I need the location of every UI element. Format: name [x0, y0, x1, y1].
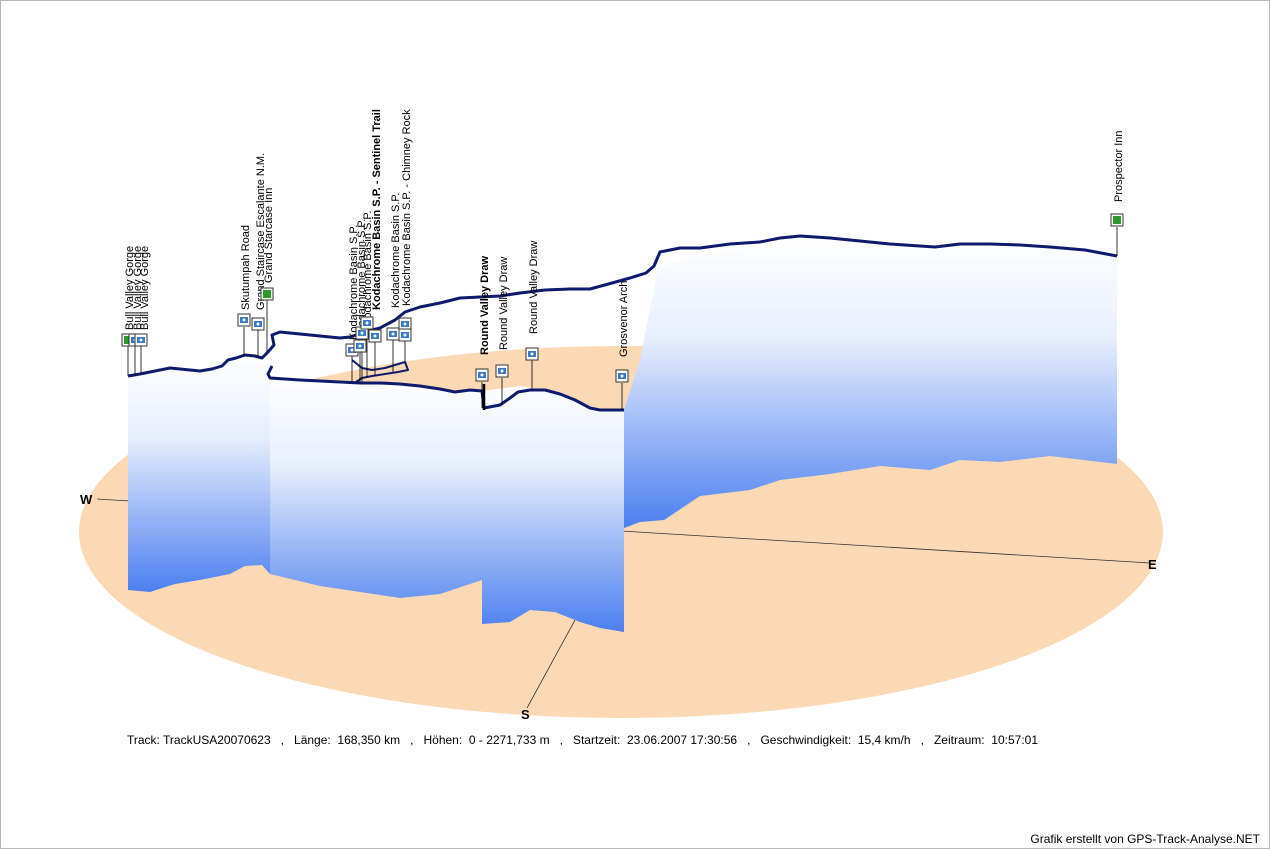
waypoint-label: Kodachrome Basin S.P. [356, 219, 368, 334]
separator: , [410, 733, 414, 747]
length-value: 168,350 km [337, 733, 401, 747]
camera-icon [615, 369, 629, 383]
period-value: 10:57:01 [991, 733, 1039, 747]
camera-icon [360, 316, 374, 330]
height-label: Höhen: [423, 733, 463, 747]
waypoint-label: Grosvenor Arch [618, 281, 630, 357]
track-info-line: Track: TrackUSA20070623 , Länge: 168,350… [127, 733, 1038, 747]
flag-icon [1110, 213, 1124, 227]
start-label: Startzeit: [572, 733, 621, 747]
separator: , [747, 733, 751, 747]
waypoint-label: Kodachrome Basin S.P. [362, 211, 374, 326]
compass-east: E [1148, 557, 1157, 572]
camera-icon [525, 347, 539, 361]
east-axis-line [620, 530, 1151, 564]
profile-wall-east [624, 237, 1117, 528]
waypoint-label: Grand Starcase Inn [263, 188, 275, 283]
track-name: TrackUSA20070623 [163, 733, 271, 747]
flag-icon [260, 287, 274, 301]
camera-icon [237, 313, 251, 327]
waypoint-label: Kodachrome Basin S.P. - Sentinel Trail [371, 109, 383, 310]
camera-icon [398, 328, 412, 342]
track-label: Track: [127, 733, 160, 747]
camera-icon [353, 339, 367, 353]
waypoint-labels: Bull Valley Gorge Bull Valley Gorge Bull… [124, 109, 1125, 357]
camera-icon [495, 364, 509, 378]
speed-label: Geschwindigkeit: [760, 733, 852, 747]
separator: , [559, 733, 563, 747]
waypoint-icons [121, 213, 1124, 383]
credit-text: Grafik erstellt von GPS-Track-Analyse.NE… [1030, 832, 1260, 846]
speed-value: 15,4 km/h [857, 733, 911, 747]
waypoint-label: Kodachrome Basin S.P. - Chimney Rock [401, 109, 413, 306]
waypoint-label: Skutumpah Road [240, 225, 252, 310]
waypoint-label: Round Valley Draw [528, 241, 540, 334]
length-label: Länge: [294, 733, 331, 747]
camera-icon [475, 368, 489, 382]
waypoint-label: Kodachrome Basin S.P. [348, 225, 360, 340]
profile-wall-middle [270, 378, 624, 632]
camera-icon [251, 317, 265, 331]
waypoint-label: Round Valley Draw [479, 256, 491, 355]
waypoint-label: Bull Valley Gorge [124, 246, 136, 330]
south-axis-line [526, 619, 576, 709]
camera-icon [386, 327, 400, 341]
track-line-loop [351, 359, 409, 383]
waypoint-label: Bull Valley Gorge [139, 246, 151, 330]
period-label: Zeitraum: [933, 733, 985, 747]
waypoint-label: Kodachrome Basin S.P. [390, 193, 402, 308]
profile-wall-west [128, 355, 270, 592]
camera-icon [398, 317, 412, 331]
waypoint-label: Prospector Inn [1113, 130, 1125, 202]
waypoint-label: Bull Valley Gorge [132, 246, 144, 330]
waypoint-label: Grand Staircase Escalante N.M. [255, 153, 267, 310]
compass-west: W [80, 492, 93, 507]
start-value: 23.06.2007 17:30:56 [626, 733, 738, 747]
camera-icon [355, 326, 369, 340]
height-value: 0 - 2271,733 m [468, 733, 550, 747]
camera-icon [134, 333, 148, 347]
waypoint-label: Round Valley Draw [498, 257, 510, 350]
camera-icon [368, 329, 382, 343]
separator: , [920, 733, 924, 747]
separator: , [280, 733, 284, 747]
compass-south: S [521, 707, 530, 722]
track-line [127, 234, 1118, 378]
